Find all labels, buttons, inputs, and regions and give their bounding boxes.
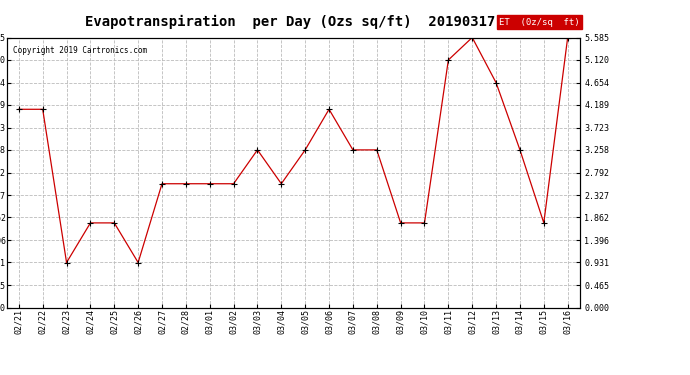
Text: ET  (0z/sq  ft): ET (0z/sq ft) bbox=[499, 18, 580, 27]
Text: Copyright 2019 Cartronics.com: Copyright 2019 Cartronics.com bbox=[12, 46, 147, 55]
Text: Evapotranspiration  per Day (Ozs sq/ft)  20190317: Evapotranspiration per Day (Ozs sq/ft) 2… bbox=[85, 15, 495, 29]
